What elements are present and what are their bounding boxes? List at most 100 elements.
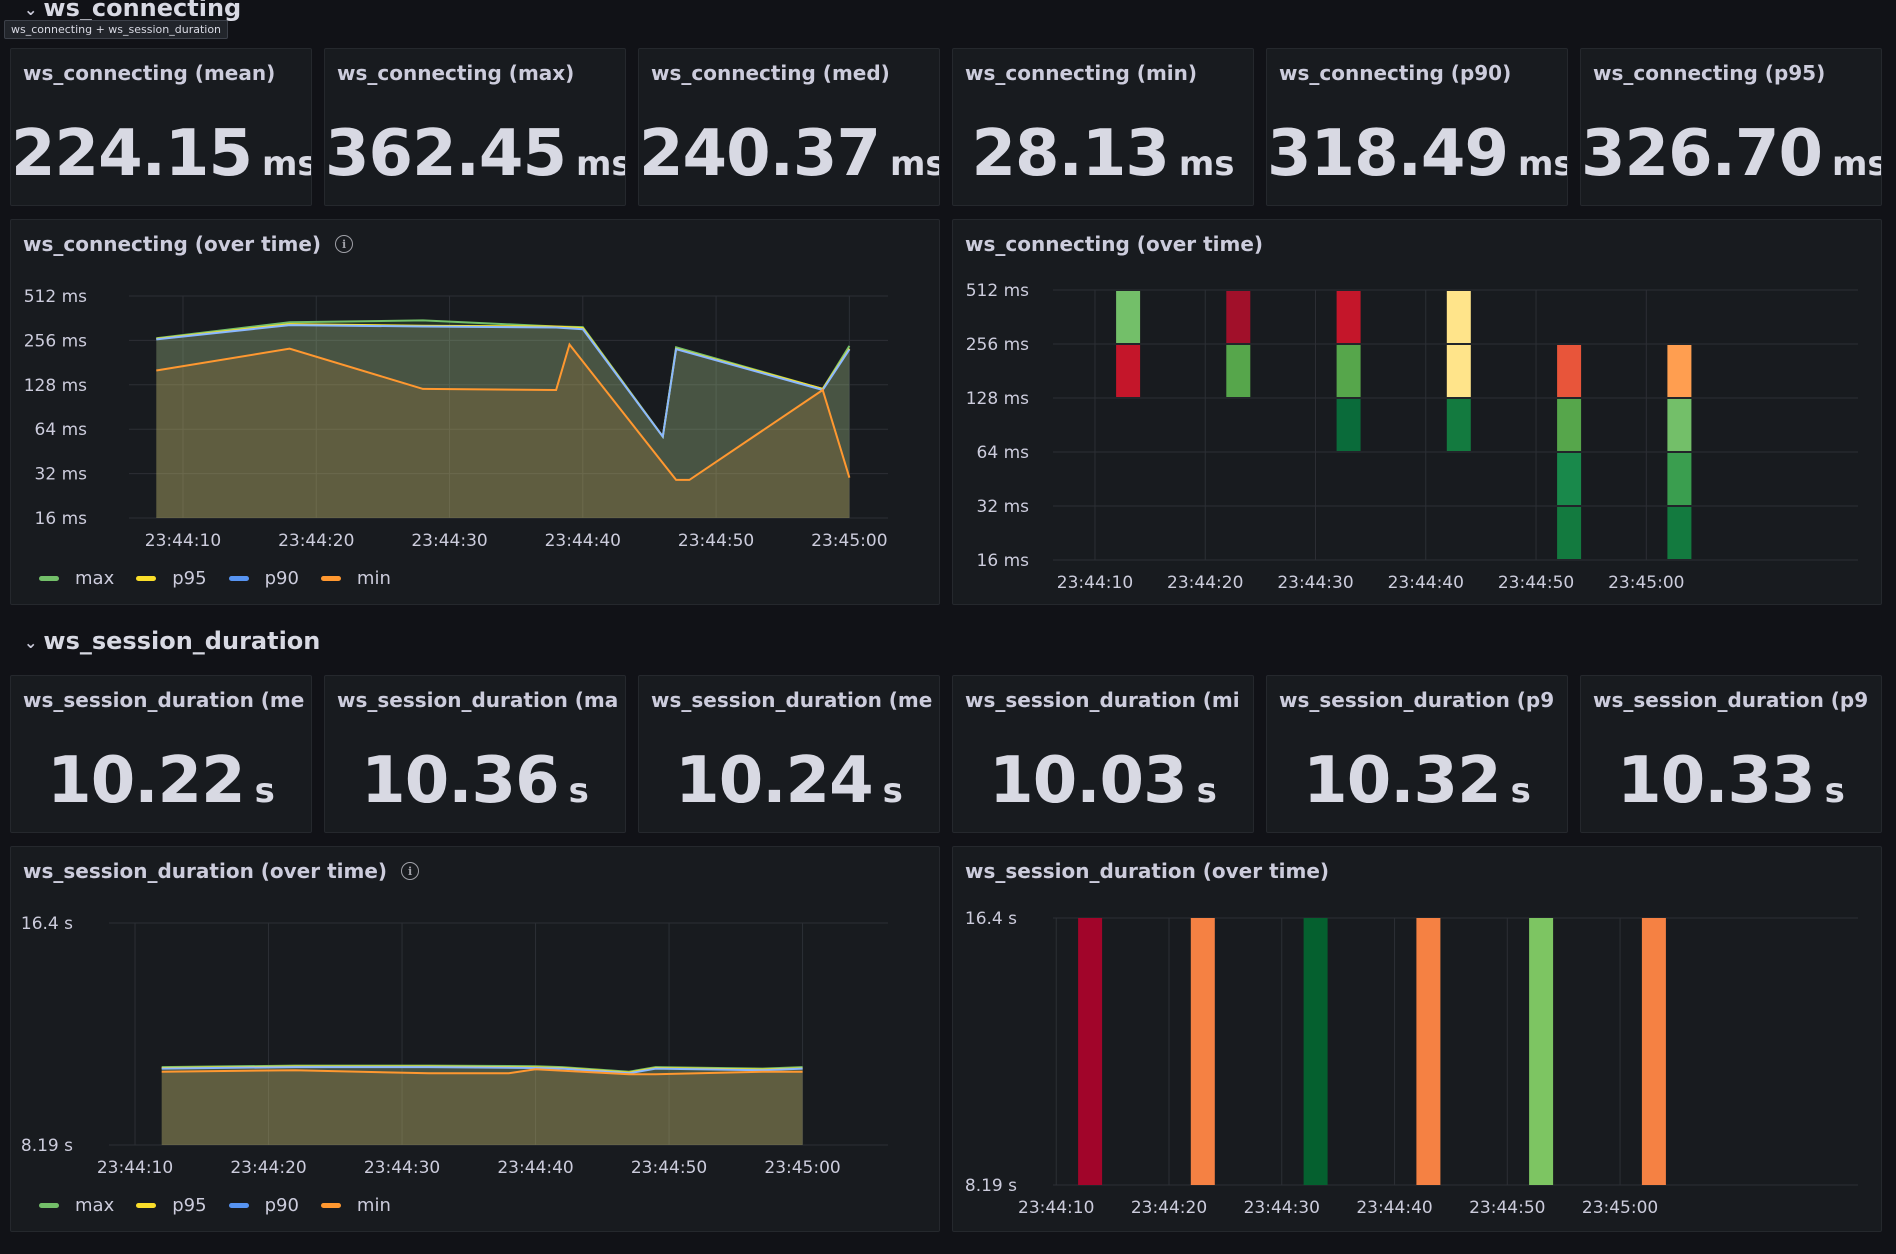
y-tick-label: 64 ms <box>977 443 1030 463</box>
series-tooltip: ws_connecting + ws_session_duration <box>4 20 229 39</box>
legend-item-p95[interactable]: p95 <box>136 568 207 589</box>
stat-panel[interactable]: ws_connecting (min) 28.13 ms <box>952 48 1254 206</box>
stat-unit: s <box>1510 771 1531 811</box>
stat-value: 10.32 s <box>1267 744 1567 818</box>
series-area-p95 <box>156 324 850 518</box>
stat-title: ws_session_duration (p9 <box>1593 688 1869 712</box>
heatmap-cell[interactable] <box>1667 507 1692 559</box>
stat-panel[interactable]: ws_session_duration (p9 10.33 s <box>1580 675 1882 833</box>
legend-item-p95[interactable]: p95 <box>136 1195 207 1216</box>
stat-panel[interactable]: ws_connecting (max) 362.45ms <box>324 48 626 206</box>
stat-value: 10.03 s <box>953 744 1253 818</box>
x-tick-label: 23:45:00 <box>811 531 887 551</box>
stat-title: ws_session_duration (me <box>651 688 933 712</box>
stat-title: ws_session_duration (ma <box>337 688 619 712</box>
heatmap-cell[interactable] <box>1557 453 1582 505</box>
heatmap-cell[interactable] <box>1336 345 1361 397</box>
stat-panel[interactable]: ws_session_duration (me 10.22 s <box>10 675 312 833</box>
connecting-heatmap-chart[interactable]: 512 ms 256 ms 128 ms 64 ms 32 ms 16 ms 23:44:1… <box>953 270 1882 600</box>
heatmap-cell[interactable] <box>1667 399 1692 451</box>
stat-panel[interactable]: ws_connecting (p95) 326.70ms <box>1580 48 1882 206</box>
series-area-p90 <box>156 325 850 518</box>
legend-swatch <box>320 576 341 581</box>
series-line-min[interactable] <box>156 342 851 481</box>
panel-connecting-heatmap[interactable]: ws_connecting (over time) 512 ms 256 ms 12… <box>952 219 1882 605</box>
stat-panel[interactable]: ws_session_duration (me 10.24 s <box>638 675 940 833</box>
heatmap-cell[interactable] <box>1336 291 1361 343</box>
stat-panel[interactable]: ws_session_duration (mi 10.03 s <box>952 675 1254 833</box>
heatmap-cell[interactable] <box>1557 345 1582 397</box>
session-timeseries-chart[interactable]: 16.4 s 8.19 s 23:44:10 23:44:20 23:44:30 23:4… <box>11 909 940 1199</box>
legend-swatch <box>39 576 59 581</box>
panel-session-timeseries[interactable]: ws_session_duration (over time) i 16.4 s… <box>10 846 940 1232</box>
panel-title-text: ws_session_duration (over time) <box>23 859 388 883</box>
legend-swatch <box>228 576 249 581</box>
panel-title: ws_session_duration (over time) <box>965 859 1329 883</box>
heatmap-cell[interactable] <box>1529 918 1554 1185</box>
series-line-min[interactable] <box>161 1068 803 1076</box>
heatmap-cell[interactable] <box>1557 399 1582 451</box>
heatmap-cell[interactable] <box>1416 918 1441 1185</box>
heatmap-cell[interactable] <box>1116 345 1141 397</box>
x-tick-label: 23:44:20 <box>278 531 354 551</box>
heatmap-cell[interactable] <box>1667 345 1692 397</box>
stat-panel[interactable]: ws_connecting (p90) 318.49ms <box>1266 48 1568 206</box>
session-heatmap-chart[interactable]: 16.4 s 8.19 s23:44:10 23:44:20 23:44:30 23:4… <box>953 897 1882 1227</box>
section-title: ws_session_duration <box>43 627 321 655</box>
stat-panel[interactable]: ws_session_duration (ma 10.36 s <box>324 675 626 833</box>
legend-item-max[interactable]: max <box>39 1195 114 1216</box>
legend-item-p90[interactable]: p90 <box>228 568 299 589</box>
x-tick-label: 23:44:50 <box>1498 573 1574 593</box>
stat-panel[interactable]: ws_connecting (med) 240.37ms <box>638 48 940 206</box>
legend-item-min[interactable]: min <box>320 568 391 589</box>
heatmap-cell[interactable] <box>1641 918 1666 1185</box>
heatmap-cell[interactable] <box>1667 453 1692 505</box>
heatmap-cell[interactable] <box>1446 345 1471 397</box>
y-tick-label: 16.4 s <box>21 914 73 934</box>
x-tick-label: 23:44:50 <box>631 1158 707 1178</box>
panel-connecting-timeseries[interactable]: ws_connecting (over time) i 512 ms 256 ms… <box>10 219 940 605</box>
stat-title: ws_connecting (max) <box>337 61 575 85</box>
heatmap-cell[interactable] <box>1446 291 1471 343</box>
stat-panel[interactable]: ws_session_duration (p9 10.32 s <box>1266 675 1568 833</box>
heatmap-cell[interactable] <box>1116 291 1141 343</box>
section-header-ws-session-duration[interactable]: ⌄ ws_session_duration <box>24 627 320 655</box>
series-line-p90[interactable] <box>156 324 851 440</box>
y-tick-label: 256 ms <box>966 335 1029 355</box>
x-tick-label: 23:44:40 <box>545 531 621 551</box>
y-tick-label: 256 ms <box>24 331 87 351</box>
legend-item-max[interactable]: max <box>39 568 114 589</box>
connecting-timeseries-chart[interactable]: 512 ms 256 ms 128 ms 64 ms 32 ms 16 ms 23:44:1… <box>11 282 940 572</box>
x-tick-label: 23:44:30 <box>411 531 487 551</box>
heatmap-cell[interactable] <box>1190 918 1215 1185</box>
heatmap-cell[interactable] <box>1336 399 1361 451</box>
heatmap-cell[interactable] <box>1226 345 1251 397</box>
stat-number: 10.24 <box>675 744 873 818</box>
stat-title: ws_session_duration (p9 <box>1279 688 1555 712</box>
section-header-ws-connecting[interactable]: ⌄ ws_connecting <box>24 0 241 22</box>
heatmap-cell[interactable] <box>1078 918 1103 1185</box>
stat-number: 10.33 <box>1617 744 1815 818</box>
legend-label: p95 <box>172 1195 207 1216</box>
section-title: ws_connecting <box>43 0 242 22</box>
stat-unit: ms <box>1517 144 1567 184</box>
series-line-p90[interactable] <box>161 1066 803 1075</box>
heatmap-cell[interactable] <box>1303 918 1328 1185</box>
legend-item-p90[interactable]: p90 <box>228 1195 299 1216</box>
series-area-p95 <box>161 1066 803 1145</box>
series-area-max <box>156 320 850 518</box>
stat-number: 318.49 <box>1267 117 1509 191</box>
stat-panel[interactable]: ws_connecting (mean) 224.15ms <box>10 48 312 206</box>
panel-session-heatmap[interactable]: ws_session_duration (over time) 16.4 s 8.… <box>952 846 1882 1232</box>
stat-number: 362.45 <box>325 117 567 191</box>
stat-unit: ms <box>1831 144 1881 184</box>
legend-label: p90 <box>264 568 299 589</box>
series-area-min <box>156 344 850 518</box>
heatmap-cell[interactable] <box>1226 291 1251 343</box>
heatmap-cell[interactable] <box>1557 507 1582 559</box>
legend-item-min[interactable]: min <box>320 1195 391 1216</box>
heatmap-cell[interactable] <box>1446 399 1471 451</box>
stat-number: 10.22 <box>47 744 245 818</box>
info-icon[interactable]: i <box>401 862 420 880</box>
info-icon[interactable]: i <box>335 235 354 253</box>
